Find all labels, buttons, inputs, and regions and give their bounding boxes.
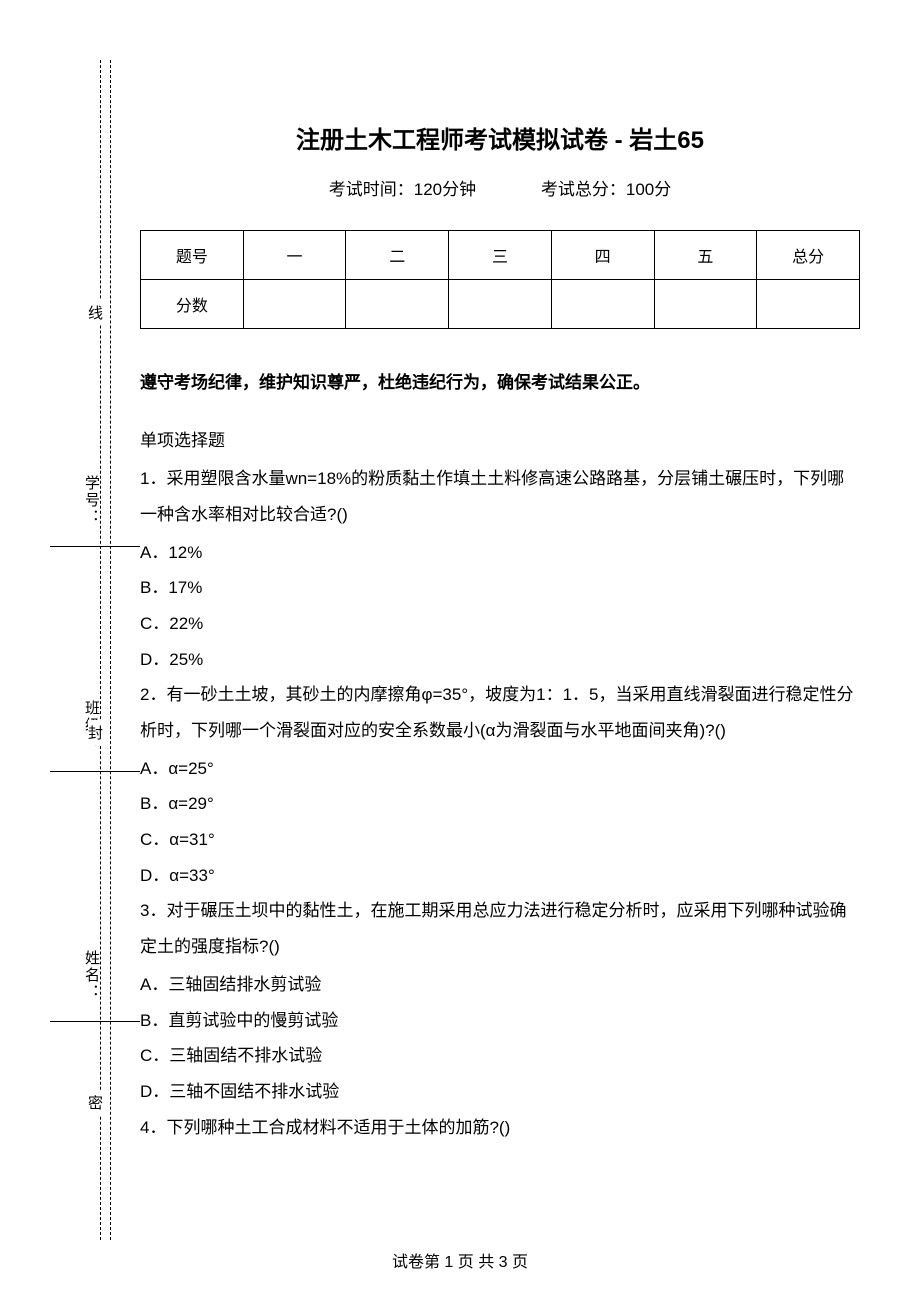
th-total: 总分 [757, 231, 860, 280]
td-4 [551, 280, 654, 329]
seal-line-1 [100, 60, 101, 1240]
td-3 [449, 280, 552, 329]
q2-text: 2．有一砂土土坡，其砂土的内摩擦角φ=35°，坡度为1：1．5，当采用直线滑裂面… [140, 677, 860, 748]
name-underline [50, 1007, 140, 1022]
q2-a: A．α=25° [140, 751, 860, 787]
seal-feng: 封 [88, 720, 103, 745]
th-1: 一 [243, 231, 346, 280]
seal-xian: 线 [88, 300, 103, 325]
q3-text: 3．对于碾压土坝中的黏性土，在施工期采用总应力法进行稳定分析时，应采用下列哪种试… [140, 893, 860, 964]
q1-d: D．25% [140, 642, 860, 678]
class-underline [50, 757, 140, 772]
seal-line-2 [110, 60, 111, 1240]
td-total [757, 280, 860, 329]
section-title: 单项选择题 [140, 426, 860, 451]
th-2: 二 [346, 231, 449, 280]
notice-text: 遵守考场纪律，维护知识尊严，杜绝违纪行为，确保考试结果公正。 [140, 369, 860, 396]
table-header-row: 题号 一 二 三 四 五 总分 [141, 231, 860, 280]
score-table: 题号 一 二 三 四 五 总分 分数 [140, 230, 860, 329]
q4-text: 4．下列哪种土工合成材料不适用于土体的加筋?() [140, 1110, 860, 1146]
td-5 [654, 280, 757, 329]
q3-d: D．三轴不固结不排水试验 [140, 1074, 860, 1110]
th-3: 三 [449, 231, 552, 280]
page-footer: 试卷第 1 页 共 3 页 [0, 1248, 920, 1272]
q1-c: C．22% [140, 606, 860, 642]
content-area: 注册土木工程师考试模拟试卷 - 岩土65 考试时间：120分钟 考试总分：100… [140, 120, 860, 1147]
name-text: 姓名： [83, 950, 100, 1001]
q1-text: 1．采用塑限含水量wn=18%的粉质黏土作填土土料修高速公路路基，分层铺土碾压时… [140, 461, 860, 532]
th-5: 五 [654, 231, 757, 280]
q1-a: A．12% [140, 535, 860, 571]
th-4: 四 [551, 231, 654, 280]
q3-c: C．三轴固结不排水试验 [140, 1038, 860, 1074]
id-label: 学号： [50, 475, 140, 547]
exam-info: 考试时间：120分钟 考试总分：100分 [140, 175, 860, 200]
q3-b: B．直剪试验中的慢剪试验 [140, 1003, 860, 1039]
page-title: 注册土木工程师考试模拟试卷 - 岩土65 [140, 120, 860, 155]
q2-c: C．α=31° [140, 822, 860, 858]
td-2 [346, 280, 449, 329]
id-underline [50, 532, 140, 547]
id-text: 学号： [83, 475, 100, 526]
name-label: 姓名： [50, 950, 140, 1022]
vertical-labels: 姓名： 班级： 学号： [50, 0, 80, 1302]
q1-b: B．17% [140, 570, 860, 606]
td-score-label: 分数 [141, 280, 244, 329]
q3-a: A．三轴固结排水剪试验 [140, 967, 860, 1003]
seal-mi: 密 [88, 1090, 103, 1115]
td-1 [243, 280, 346, 329]
q2-b: B．α=29° [140, 786, 860, 822]
th-num: 题号 [141, 231, 244, 280]
exam-score: 考试总分：100分 [541, 180, 671, 199]
table-score-row: 分数 [141, 280, 860, 329]
exam-time: 考试时间：120分钟 [329, 180, 476, 199]
q2-d: D．α=33° [140, 858, 860, 894]
